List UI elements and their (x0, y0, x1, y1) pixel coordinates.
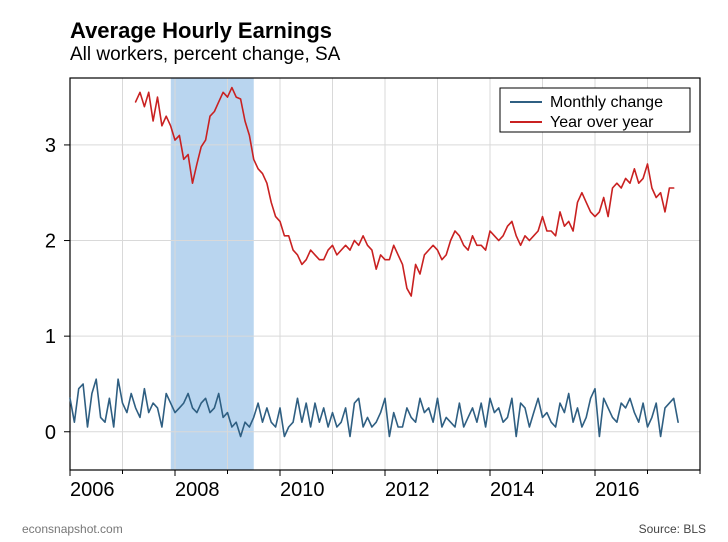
y-tick-label: 3 (45, 135, 56, 157)
x-tick-label: 2006 (70, 479, 115, 501)
x-tick-label: 2016 (595, 479, 640, 501)
x-tick-label: 2010 (280, 479, 325, 501)
y-tick-label: 2 (45, 231, 56, 253)
footer-source-site: econsnapshot.com (22, 522, 123, 536)
y-tick-label: 0 (45, 422, 56, 444)
footer-source-agency: Source: BLS (639, 522, 706, 536)
x-tick-label: 2008 (175, 479, 220, 501)
earnings-line-chart: Average Hourly Earnings All workers, per… (0, 0, 728, 542)
legend-label: Year over year (550, 114, 654, 131)
x-tick-label: 2012 (385, 479, 430, 501)
series-line (70, 379, 678, 436)
y-tick-label: 1 (45, 326, 56, 348)
x-tick-label: 2014 (490, 479, 535, 501)
chart-canvas: 0 1 2 3 2006 2008 2010 2012 2014 2016 Monthly chan… (0, 0, 728, 542)
legend-label: Monthly change (550, 94, 663, 111)
